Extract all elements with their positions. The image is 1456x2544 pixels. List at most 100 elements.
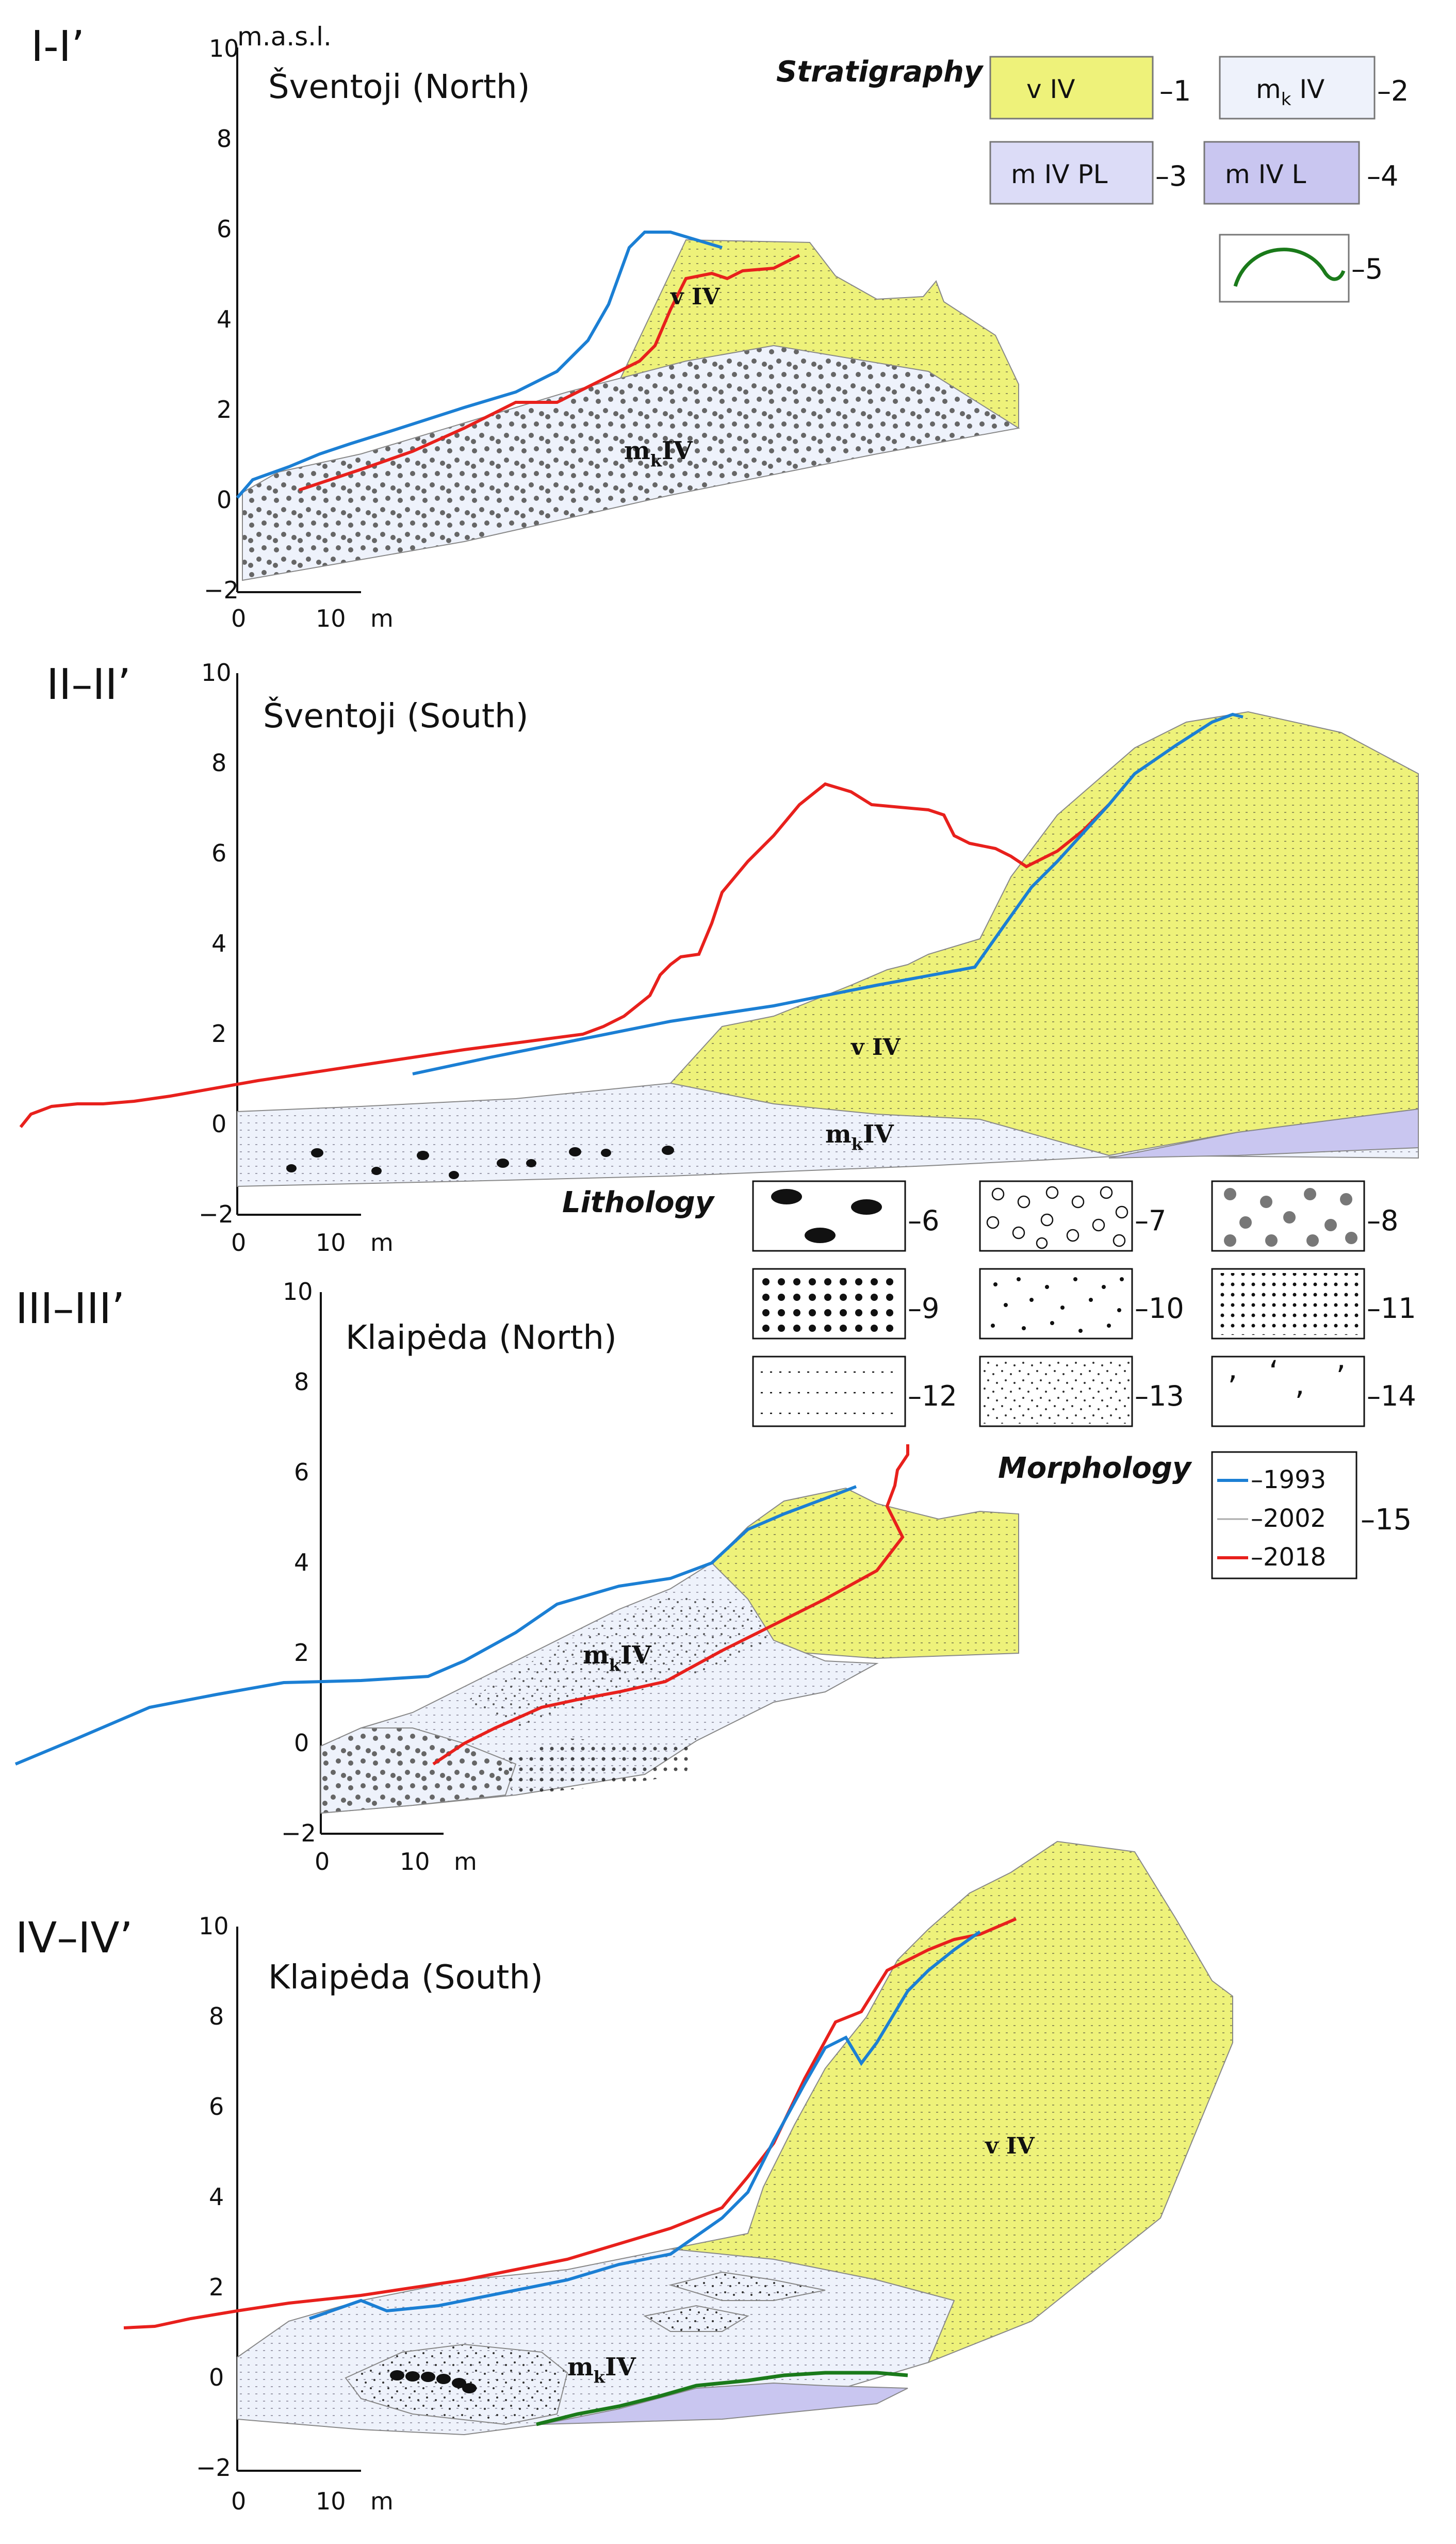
panel-title: Klaipėda (North)	[346, 1319, 617, 1357]
y-tick: 0	[217, 486, 232, 514]
y-tick: 4	[209, 2183, 224, 2211]
x-tick: 0	[231, 2487, 246, 2515]
pattern-dot	[824, 1294, 831, 1301]
pattern-dot	[840, 1309, 847, 1316]
legend-num: –2	[1377, 75, 1409, 107]
pattern-dot	[840, 1278, 847, 1285]
legend-num: –8	[1367, 1204, 1398, 1237]
legend-num: –3	[1155, 160, 1187, 192]
y-tick: 2	[211, 1020, 226, 1048]
legend-morphology: Morphology –1993 –2002 –2018 –15	[998, 1451, 1412, 1579]
svg-text:’: ’	[1228, 1369, 1237, 1406]
y-tick: 8	[209, 2002, 224, 2030]
pattern-dot	[824, 1325, 831, 1332]
legend-swatch	[989, 56, 1154, 120]
unit-label: v IV	[985, 2133, 1035, 2159]
panel-4: IV–IV’ Klaipėda (South) 10 8 6 4 2 0 −2 …	[15, 1840, 1233, 2515]
pattern-dot	[809, 1309, 816, 1316]
unit-label: mkIV	[825, 1120, 894, 1154]
legend-stratigraphy: Stratigraphy v IV –1 mk IV –2 m IV PL –3…	[776, 55, 1409, 303]
pattern-dot	[855, 1325, 862, 1332]
unit-label: mkIV	[583, 1641, 651, 1675]
y-tick: 10	[283, 1278, 313, 1306]
x-tick: 0	[315, 1848, 330, 1876]
panel-2: II–II’ Šventoji (South) 10 8 6 4 2 0 −2 …	[19, 659, 1419, 1257]
legend-litho-10: –10	[979, 1268, 1184, 1340]
pattern-dot	[886, 1294, 893, 1301]
legend-litho-11: –11	[1211, 1268, 1416, 1340]
pattern-dot	[809, 1294, 816, 1301]
legend-swatch	[1219, 56, 1376, 120]
legend-swatch	[1219, 234, 1350, 303]
legend-title: Lithology	[562, 1186, 715, 1219]
pattern-dot	[824, 1278, 831, 1285]
unit-label-masl: m.a.s.l.	[237, 22, 332, 52]
panel-title: Šventoji (North)	[268, 67, 530, 106]
legend-litho-12: –12	[752, 1356, 957, 1427]
y-tick: 10	[201, 659, 232, 687]
x-tick: 10	[400, 1848, 430, 1876]
pattern-dot	[793, 1309, 800, 1316]
pattern-dot	[778, 1325, 785, 1332]
profile-1993	[412, 712, 1244, 1075]
y-tick: 4	[294, 1548, 309, 1576]
x-ticks: 0 10 m	[231, 2487, 394, 2515]
legend-swatch	[1203, 141, 1360, 205]
pattern-dot	[762, 1278, 770, 1285]
y-ticks: 10 8 6 4 2 0 −2	[196, 1912, 231, 2482]
legend-morph-2018: –2018	[1217, 1543, 1326, 1572]
y-tick: −2	[199, 1200, 234, 1228]
legend-num: –1	[1159, 75, 1191, 107]
pattern-dot	[809, 1278, 816, 1285]
legend-label: –2002	[1251, 1504, 1326, 1533]
pattern-dot	[855, 1294, 862, 1301]
y-tick: 4	[211, 929, 226, 957]
panel-id: III–III’	[15, 1284, 125, 1333]
y-tick: 0	[294, 1729, 309, 1757]
panel-title: Klaipėda (South)	[268, 1959, 543, 1997]
legend-num: –12	[908, 1380, 957, 1412]
legend-num: –11	[1367, 1292, 1416, 1325]
y-tick: 8	[211, 749, 226, 777]
legend-litho-9: –9	[752, 1268, 939, 1340]
panel-3: III–III’ Klaipėda (North) 10 8 6 4 2 0 −…	[14, 1278, 1019, 1876]
profile-2018	[123, 1917, 1017, 2329]
unit-label: v IV	[670, 284, 720, 310]
legend-num: –15	[1361, 1503, 1412, 1537]
legend-num: –13	[1135, 1380, 1184, 1412]
y-tick: −2	[281, 1819, 316, 1847]
y-tick: 6	[211, 839, 226, 867]
legend-label: m IV L	[1225, 159, 1306, 189]
y-tick: 2	[294, 1639, 309, 1667]
legend-item-1: v IV –1	[989, 56, 1191, 120]
legend-num: –10	[1135, 1292, 1184, 1325]
legend-num: –14	[1367, 1380, 1416, 1412]
y-tick: 0	[211, 1110, 226, 1138]
unit-label: v IV	[850, 1034, 901, 1061]
legend-swatch	[989, 141, 1154, 205]
legend-item-4: m IV L –4	[1203, 141, 1398, 205]
pattern-dot	[809, 1325, 816, 1332]
y-tick: 4	[217, 305, 232, 333]
y-tick: 8	[217, 125, 232, 153]
legend-label: –2018	[1251, 1543, 1326, 1572]
pattern-dot	[762, 1294, 770, 1301]
legend-litho-14: ’ ‘ ’ ’ –14	[1211, 1354, 1416, 1427]
legend-lithology: Lithology –6 –7	[562, 1180, 1416, 1427]
x-tick: 10	[316, 2487, 346, 2515]
x-ticks: 0 10 m	[231, 1229, 394, 1257]
unit-label: mkIV	[567, 2353, 636, 2387]
legend-title: Morphology	[998, 1452, 1192, 1485]
pattern-dot	[871, 1294, 878, 1301]
legend-litho-13: –13	[979, 1356, 1184, 1427]
profile-1993	[14, 1485, 857, 1766]
pattern-dot	[762, 1325, 770, 1332]
unit-v-iv	[669, 1840, 1233, 2363]
pattern-dot	[778, 1294, 785, 1301]
pattern-dot	[855, 1278, 862, 1285]
unit-mk-iv	[242, 345, 1020, 581]
y-tick: 6	[294, 1458, 309, 1486]
pattern-dot	[762, 1309, 770, 1316]
y-tick: 2	[217, 396, 232, 423]
profile-1993	[309, 1930, 981, 2320]
